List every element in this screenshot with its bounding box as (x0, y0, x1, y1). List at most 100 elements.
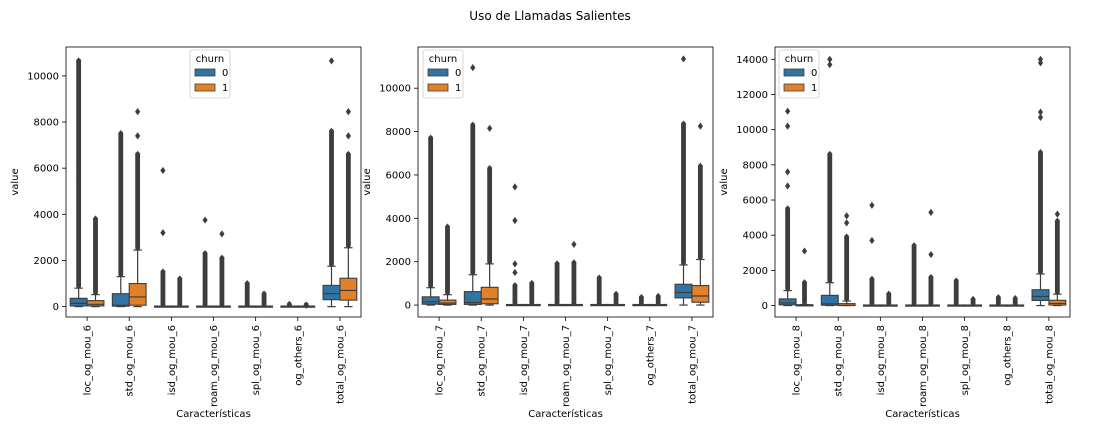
outlier-point (160, 229, 166, 237)
legend-swatch-1 (783, 83, 805, 92)
box-og_others_6-churn-1 (297, 301, 316, 309)
y-tick-label: 6000 (34, 164, 59, 175)
outlier-point (869, 236, 875, 245)
outlier-point (911, 242, 917, 250)
outlier-point (219, 254, 225, 262)
box-roam_og_mou_7-churn-0 (548, 260, 567, 307)
x-tick-label: total_og_mou_7 (687, 325, 698, 404)
legend-label-0: 0 (455, 68, 461, 79)
box-std_og_mou_6-churn-1 (128, 108, 147, 308)
outlier-point (76, 57, 82, 65)
outlier-point (202, 216, 208, 224)
iqr-box (480, 286, 499, 305)
outlier-point (613, 290, 619, 298)
outlier-point (512, 183, 518, 191)
legend-label-0: 0 (811, 68, 817, 79)
outlier-point (512, 268, 518, 277)
y-axis-label: value (719, 168, 730, 195)
outlier-point (697, 162, 703, 170)
iqr-box (1048, 299, 1067, 306)
box-isd_og_mou_7-churn-1 (522, 279, 541, 307)
iqr-box (674, 283, 693, 299)
x-tick-label: spl_og_mou_8 (960, 325, 971, 395)
box-total_og_mou_8-churn-1 (1048, 210, 1067, 307)
box-roam_og_mou_7-churn-1 (564, 240, 583, 307)
outlier-point (244, 279, 250, 288)
x-tick-label: spl_og_mou_6 (251, 325, 262, 395)
outlier-point (970, 295, 976, 304)
outlier-point (596, 274, 602, 282)
outlier-point (928, 273, 934, 282)
outlier-point (428, 134, 434, 142)
outlier-point (827, 55, 833, 63)
y-tick-label: 8000 (386, 127, 411, 138)
outlier-point (554, 260, 560, 268)
outlier-point (328, 57, 335, 65)
outlier-point (827, 150, 833, 158)
outlier-point (1054, 217, 1060, 225)
legend-swatch-1 (194, 83, 216, 92)
legend-label-0: 0 (222, 68, 228, 79)
outlier-point (345, 108, 351, 116)
legend: churn 0 1 (778, 49, 820, 99)
y-tick-label: 8000 (743, 160, 768, 171)
outlier-point (345, 150, 351, 158)
x-tick-label: std_og_mou_8 (834, 325, 845, 397)
y-tick-label: 8000 (34, 118, 59, 129)
box-loc_og_mou_8-churn-0 (778, 107, 797, 307)
x-tick-label: roam_og_mou_6 (209, 325, 220, 407)
outlier-point (135, 132, 141, 140)
outlier-point (487, 164, 493, 173)
legend-title: churn (429, 54, 457, 65)
outlier-point (995, 294, 1001, 302)
outlier-point (785, 168, 791, 176)
outlier-point (697, 122, 703, 130)
iqr-box (1031, 289, 1050, 302)
x-tick-label: total_og_mou_6 (335, 325, 346, 404)
x-tick-label: og_others_7 (645, 325, 656, 386)
box-total_og_mou_7-churn-1 (691, 122, 710, 306)
outlier-point (487, 124, 493, 132)
box-og_others_7-churn-1 (649, 292, 668, 307)
y-tick-label: 2000 (34, 256, 59, 267)
chart-panel-2: 0 2000 4000 6000 8000 10000 value loc_og_mou_7 s… (362, 46, 714, 420)
outlier-point (92, 215, 99, 223)
x-tick-label: isd_og_mou_6 (167, 325, 178, 395)
outlier-point (135, 150, 141, 158)
box-total_og_mou_8-churn-0 (1031, 55, 1050, 307)
box-roam_og_mou_6-churn-1 (212, 230, 231, 308)
box-isd_og_mou_6-churn-1 (170, 275, 189, 308)
box-isd_og_mou_8-churn-0 (862, 201, 881, 307)
outlier-point (801, 247, 808, 255)
box-isd_og_mou_6-churn-0 (153, 166, 172, 308)
outlier-point (1037, 113, 1044, 121)
outlier-point (953, 277, 959, 285)
box-total_og_mou_7-churn-0 (674, 55, 693, 306)
outlier-point (571, 240, 577, 248)
outlier-point (529, 279, 535, 287)
outlier-point (680, 55, 687, 63)
legend-swatch-0 (194, 68, 216, 77)
x-tick-label: roam_og_mou_7 (561, 325, 572, 407)
y-tick-label: 4000 (34, 210, 59, 221)
outlier-point (886, 290, 892, 298)
outlier-point (261, 290, 267, 298)
outlier-point (328, 127, 335, 135)
x-tick-label: og_others_8 (1002, 325, 1013, 386)
outlier-point (785, 182, 791, 190)
figure-title: Uso de Llamadas Salientes (469, 9, 630, 23)
legend-title: churn (785, 54, 813, 65)
box-std_og_mou_8-churn-1 (837, 212, 856, 307)
box-total_og_mou_6-churn-0 (322, 57, 341, 308)
x-tick-label: total_og_mou_8 (1044, 325, 1055, 404)
outlier-point (571, 259, 577, 267)
box-loc_og_mou_6-churn-0 (69, 57, 88, 308)
box-std_og_mou_8-churn-0 (820, 55, 839, 307)
legend-swatch-0 (783, 68, 805, 77)
chart-panel-3: 0 2000 4000 6000 8000 10000 12000 14000 value loc… (719, 46, 1071, 420)
outlier-point (1037, 108, 1044, 116)
iqr-box (86, 300, 105, 307)
y-axis-label: value (10, 168, 21, 195)
outlier-point (928, 208, 934, 216)
